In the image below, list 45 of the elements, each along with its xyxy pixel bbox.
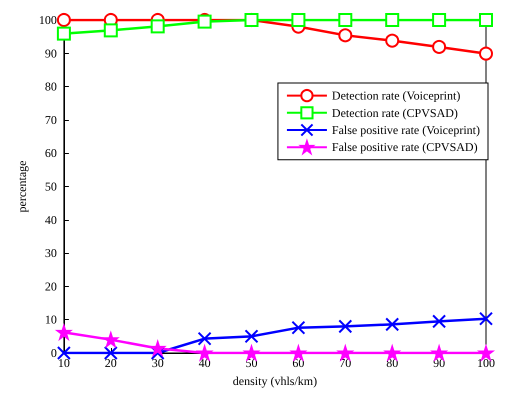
point	[56, 346, 71, 360]
point	[244, 329, 258, 344]
y-tick-label: 50	[44, 180, 57, 194]
point	[432, 40, 446, 54]
point	[291, 13, 306, 27]
point	[56, 26, 71, 41]
point	[150, 19, 165, 34]
point	[432, 13, 446, 27]
point	[150, 341, 165, 356]
point	[104, 23, 118, 38]
legend-label: Detection rate (CPVSAD)	[332, 106, 458, 120]
y-tick-label: 70	[44, 112, 57, 127]
point	[385, 317, 400, 332]
x-tick-label: 30	[152, 356, 164, 370]
point	[385, 13, 400, 27]
point	[338, 28, 352, 42]
y-tick-label: 30	[44, 246, 57, 260]
y-tick-label: 20	[44, 279, 57, 294]
y-tick-label: 0	[50, 346, 57, 360]
x-axis-title: density (vhls/km)	[232, 374, 318, 388]
x-tick-label: 10	[58, 356, 70, 370]
point	[479, 312, 493, 326]
x-tick-label: 20	[104, 356, 117, 370]
point	[56, 325, 71, 340]
y-tick-label: 90	[44, 46, 57, 60]
point	[104, 346, 118, 360]
point	[198, 332, 212, 346]
x-tick-label: 100	[477, 356, 495, 370]
point	[338, 319, 352, 334]
point	[479, 13, 493, 27]
y-tick-label: 40	[44, 212, 57, 227]
legend-label: False positive rate (CPVSAD)	[332, 140, 478, 154]
point	[432, 314, 446, 328]
y-tick-label: 60	[44, 146, 57, 160]
point	[56, 13, 71, 27]
y-tick-label: 10	[44, 312, 57, 327]
point	[385, 34, 400, 48]
y-tick-label: 80	[44, 80, 57, 94]
legend-label: Detection rate (Voiceprint)	[332, 88, 460, 103]
y-tick-label: 100	[38, 13, 57, 27]
point	[291, 320, 306, 335]
legend-label: False positive rate (Voiceprint)	[332, 123, 480, 137]
point	[479, 46, 493, 61]
point	[338, 13, 352, 27]
y-axis-title: percentage	[15, 160, 29, 212]
